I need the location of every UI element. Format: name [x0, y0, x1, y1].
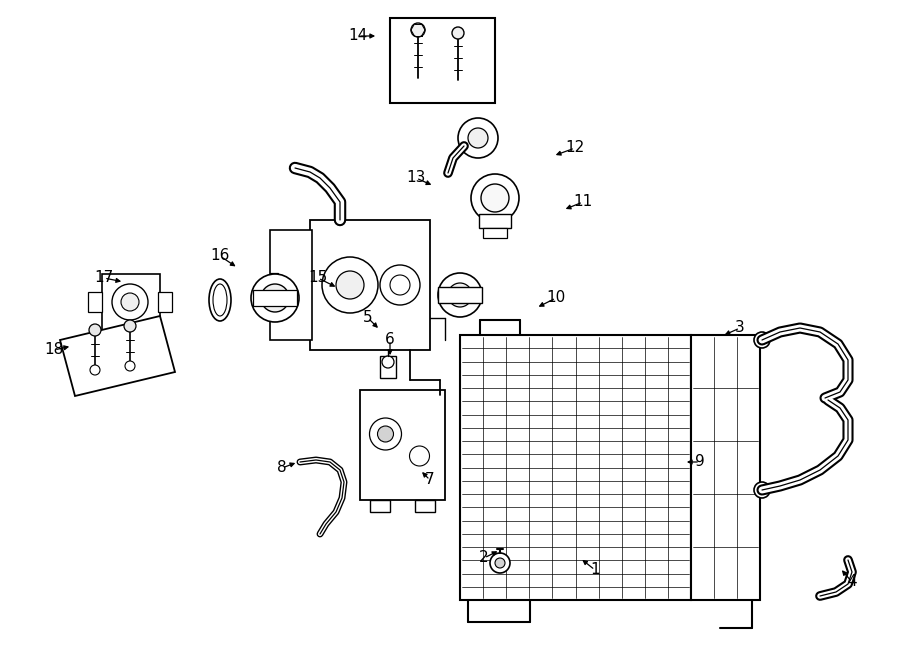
Circle shape	[336, 271, 364, 299]
Circle shape	[495, 558, 505, 568]
Circle shape	[438, 273, 482, 317]
Text: 11: 11	[573, 194, 592, 210]
Circle shape	[754, 482, 770, 498]
Ellipse shape	[213, 284, 227, 316]
Text: 13: 13	[406, 171, 426, 186]
Circle shape	[471, 174, 519, 222]
Bar	[253, 290, 297, 306]
Circle shape	[448, 283, 472, 307]
Ellipse shape	[209, 279, 231, 321]
Text: 14: 14	[348, 28, 367, 44]
Polygon shape	[60, 316, 175, 396]
Circle shape	[121, 293, 139, 311]
Circle shape	[458, 118, 498, 158]
Circle shape	[90, 365, 100, 375]
Circle shape	[377, 426, 393, 442]
Bar	[102, 274, 160, 330]
Text: 12: 12	[565, 141, 585, 155]
Bar	[380, 356, 396, 378]
Circle shape	[452, 27, 464, 39]
Circle shape	[89, 324, 101, 336]
Text: 10: 10	[546, 290, 565, 305]
Text: 3: 3	[735, 321, 745, 336]
Text: 9: 9	[695, 455, 705, 469]
Circle shape	[261, 284, 289, 312]
Circle shape	[370, 418, 401, 450]
Bar	[370, 500, 390, 512]
Bar	[270, 230, 312, 340]
Circle shape	[481, 184, 509, 212]
Bar	[88, 292, 102, 312]
Bar	[158, 292, 172, 312]
Circle shape	[125, 361, 135, 371]
Circle shape	[269, 292, 281, 304]
Circle shape	[754, 332, 770, 348]
Circle shape	[411, 23, 425, 37]
Bar	[270, 273, 278, 297]
Bar	[415, 500, 435, 512]
Bar	[483, 228, 507, 238]
Bar	[479, 214, 511, 228]
Bar	[360, 390, 445, 500]
Text: 6: 6	[385, 332, 395, 348]
Text: 5: 5	[364, 311, 373, 325]
Bar	[460, 335, 691, 600]
Text: 4: 4	[847, 574, 857, 590]
Text: 17: 17	[94, 270, 113, 286]
Circle shape	[490, 553, 510, 573]
Text: 2: 2	[479, 551, 489, 566]
Circle shape	[251, 274, 299, 322]
Text: 16: 16	[211, 249, 230, 264]
Text: 1: 1	[590, 563, 599, 578]
Text: 7: 7	[425, 473, 435, 488]
Bar	[390, 18, 495, 103]
Text: 18: 18	[44, 342, 64, 358]
Bar	[310, 220, 430, 350]
Text: 15: 15	[309, 270, 328, 286]
Circle shape	[380, 265, 420, 305]
Circle shape	[124, 320, 136, 332]
Bar	[438, 287, 482, 303]
Bar	[691, 335, 760, 600]
Text: 8: 8	[277, 461, 287, 475]
Circle shape	[382, 356, 394, 368]
Circle shape	[112, 284, 148, 320]
Circle shape	[390, 275, 410, 295]
Circle shape	[410, 446, 429, 466]
Circle shape	[468, 128, 488, 148]
Circle shape	[322, 257, 378, 313]
